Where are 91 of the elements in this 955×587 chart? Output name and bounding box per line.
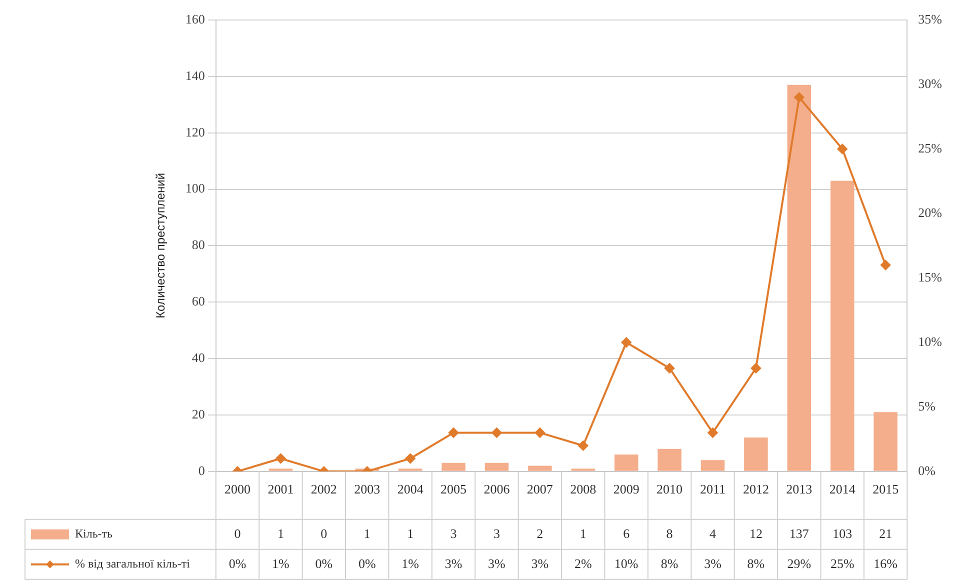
bar [744,438,768,471]
data-label: 12 [749,526,762,541]
data-label: 6 [623,526,630,541]
x-tick-label: 2012 [742,482,769,497]
data-label: 0 [320,526,328,541]
x-tick-label: 2010 [656,482,683,497]
y-tick-label: 140 [185,68,205,83]
data-label: 10% [614,556,638,571]
y-tick-label: 40 [192,350,205,365]
data-label: 8% [660,556,678,571]
y-axis-title: Количество преступлений [154,172,168,318]
x-tick-label: 2002 [310,482,337,497]
y-tick-label: 160 [185,11,205,26]
bar [787,84,812,471]
bar [528,466,552,471]
data-label: 2 [536,526,544,541]
x-tick-label: 2006 [484,482,510,497]
data-label: 1 [580,526,586,541]
bar [830,180,854,471]
point [621,337,632,348]
data-label: 103 [832,526,852,541]
point [578,440,588,451]
data-label: 25% [830,556,854,571]
data-label: 3% [531,556,549,571]
data-label: 16% [874,556,898,571]
x-tick-label: 2009 [613,482,640,497]
data-label: 3% [488,556,506,571]
bar [484,462,509,471]
y-tick-label: 100 [185,180,205,196]
point [750,363,761,374]
y2-tick-label: 25% [918,140,942,156]
point [880,260,891,270]
y2-tick-label: 5% [918,398,936,414]
x-tick-label: 2004 [397,482,424,497]
x-tick-label: 2008 [570,482,596,497]
data-label: 3 [493,526,500,541]
x-tick-label: 2005 [440,482,467,497]
point [405,454,416,464]
point [837,144,848,154]
x-tick-label: 2011 [700,482,726,497]
data-label: 21 [879,526,892,541]
legend-label: % від загальної кіль-ті [75,556,191,571]
x-tick-label: 2003 [354,482,380,497]
bar [614,454,638,471]
data-label: 2% [574,556,592,571]
bar [442,462,466,471]
data-label: 0% [315,556,333,571]
data-label: 0 [234,526,241,541]
y-tick-label: 0 [198,462,205,478]
data-label: 3% [704,556,722,571]
data-label: 0% [358,556,376,571]
data-label: 1 [407,526,414,541]
bar [874,412,898,471]
x-tick-label: 2007 [526,482,554,497]
data-label: 8 [666,526,673,541]
point [276,454,286,464]
y2-tick-label: 30% [918,76,942,91]
data-label: 8% [747,556,765,571]
y2-tick-label: 35% [918,11,942,26]
y2-tick-label: 10% [918,334,942,349]
data-label: 0% [228,556,246,571]
bar [658,448,682,471]
point [534,428,545,438]
point [664,363,675,374]
y2-tick-label: 20% [918,204,942,220]
data-label: 1 [364,526,370,541]
y-tick-label: 60 [192,294,205,309]
point [708,428,718,438]
x-tick-label: 2001 [268,482,294,497]
x-tick-label: 2000 [224,482,250,497]
data-label: 4 [710,526,716,541]
data-label: 137 [789,526,810,541]
x-tick-label: 2015 [872,482,899,497]
point [448,428,459,438]
data-label: 3% [444,556,462,571]
x-tick-label: 2014 [829,482,856,497]
y2-tick-label: 0% [918,462,936,478]
y-tick-label: 80 [192,237,205,252]
y2-tick-label: 15% [918,269,942,284]
y-tick-label: 120 [185,124,205,140]
legend-label: Кіль-ть [75,526,114,541]
data-label: 29% [787,556,812,571]
x-tick-label: 2013 [786,482,812,497]
point [794,92,804,102]
data-label: 3 [450,526,457,541]
data-label: 1% [402,556,420,571]
bar [700,460,725,471]
point [492,428,502,438]
data-label: 1 [277,526,284,541]
data-label: 1% [272,556,290,571]
y-tick-label: 20 [192,406,205,422]
